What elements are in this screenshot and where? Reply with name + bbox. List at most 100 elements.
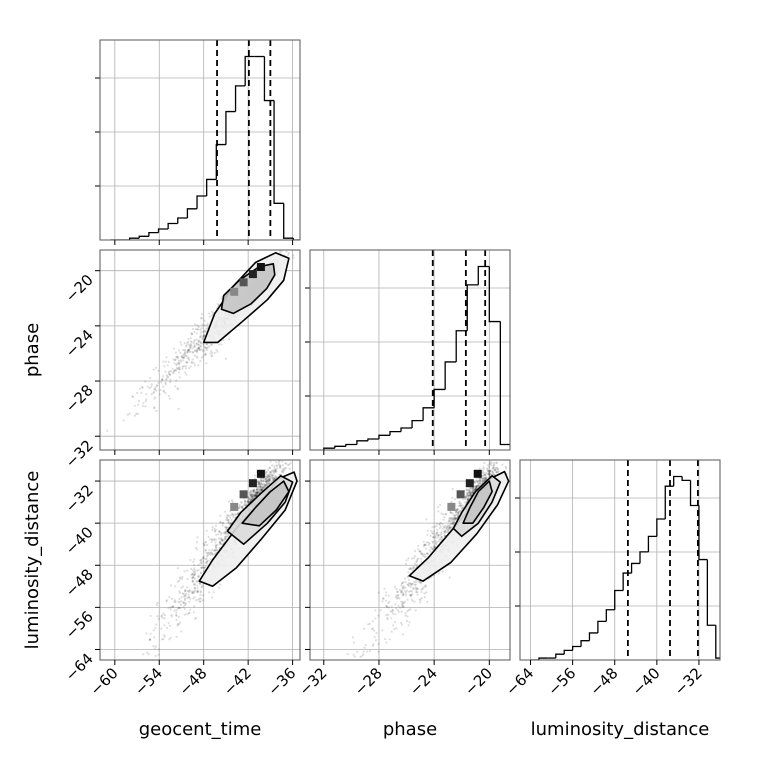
- scatter-luminosity-distance-vs-geocent-time-point: [175, 635, 178, 639]
- scatter-luminosity-distance-vs-phase-point: [395, 594, 398, 597]
- scatter-luminosity-distance-vs-geocent-time-point: [219, 541, 222, 544]
- scatter-luminosity-distance-vs-phase-point: [428, 542, 431, 545]
- scatter-luminosity-distance-vs-phase-point: [384, 599, 388, 602]
- scatter-luminosity-distance-vs-geocent-time-point: [253, 493, 256, 496]
- scatter-luminosity-distance-vs-geocent-time-point: [281, 470, 285, 473]
- scatter-phase-vs-geocent-time-point: [192, 345, 196, 348]
- scatter-luminosity-distance-vs-phase-point: [371, 644, 375, 648]
- scatter-phase-vs-geocent-time-point: [187, 337, 190, 341]
- scatter-luminosity-distance-vs-phase-point: [446, 525, 449, 528]
- scatter-luminosity-distance-vs-phase-point: [474, 485, 478, 489]
- scatter-phase-vs-geocent-time-point: [204, 353, 207, 356]
- scatter-luminosity-distance-vs-geocent-time-point: [193, 586, 196, 590]
- scatter-luminosity-distance-vs-phase-point: [449, 517, 453, 520]
- scatter-luminosity-distance-vs-phase-point: [443, 526, 446, 529]
- scatter-luminosity-distance-vs-phase-point: [435, 531, 438, 535]
- hist-geocent-time-bin: [244, 55, 255, 86]
- scatter-luminosity-distance-vs-phase-point: [405, 593, 408, 597]
- hist-luminosity-distance-bin: [580, 640, 590, 647]
- scatter-luminosity-distance-vs-phase-point: [352, 653, 355, 656]
- hist-phase-bin: [444, 361, 457, 390]
- scatter-luminosity-distance-vs-geocent-time-point: [254, 492, 257, 495]
- scatter-luminosity-distance-vs-phase-point: [473, 481, 476, 484]
- scatter-luminosity-distance-vs-geocent-time-point: [264, 483, 267, 486]
- scatter-luminosity-distance-vs-geocent-time-point: [254, 494, 257, 497]
- scatter-phase-vs-geocent-time-point: [182, 359, 185, 362]
- scatter-luminosity-distance-vs-geocent-time-point: [252, 495, 255, 498]
- hist-geocent-time-bin: [157, 228, 169, 233]
- scatter-luminosity-distance-vs-geocent-time-point: [249, 493, 252, 496]
- scatter-luminosity-distance-vs-phase-point: [423, 596, 426, 599]
- scatter-phase-vs-geocent-time-point: [141, 386, 144, 389]
- scatter-phase-vs-geocent-time-point: [190, 361, 193, 364]
- scatter-luminosity-distance-vs-phase-point: [397, 594, 400, 597]
- scatter-phase-vs-geocent-time-point: [160, 378, 164, 381]
- scatter-phase-vs-geocent-time-point: [173, 362, 176, 365]
- scatter-luminosity-distance-vs-geocent-time-point: [268, 473, 271, 477]
- scatter-luminosity-distance-vs-phase-point: [385, 605, 388, 608]
- scatter-luminosity-distance-vs-phase-point: [434, 534, 437, 537]
- scatter-luminosity-distance-vs-geocent-time-point: [191, 580, 194, 583]
- scatter-luminosity-distance-vs-phase-point: [404, 580, 407, 584]
- scatter-phase-vs-geocent-time-point: [187, 343, 191, 346]
- scatter-luminosity-distance-vs-phase-point: [436, 540, 439, 543]
- scatter-phase-vs-geocent-time-point: [205, 362, 208, 365]
- scatter-luminosity-distance-vs-geocent-time-point: [190, 567, 193, 571]
- scatter-luminosity-distance-vs-geocent-time-point: [251, 496, 254, 499]
- scatter-phase-vs-geocent-time-point: [204, 329, 207, 332]
- scatter-phase-vs-geocent-time-point: [159, 388, 162, 392]
- scatter-luminosity-distance-vs-phase-point: [419, 550, 422, 553]
- scatter-phase-vs-geocent-time-point: [218, 343, 221, 346]
- hist-luminosity-distance-bin: [715, 625, 720, 659]
- scatter-luminosity-distance-vs-phase-point: [492, 464, 495, 467]
- scatter-luminosity-distance-vs-geocent-time-point: [248, 497, 251, 500]
- scatter-phase-vs-geocent-time-point: [136, 391, 139, 395]
- scatter-luminosity-distance-vs-phase-point: [444, 529, 447, 532]
- scatter-luminosity-distance-vs-phase-point: [432, 536, 435, 539]
- scatter-luminosity-distance-vs-phase-point: [451, 518, 454, 521]
- scatter-luminosity-distance-vs-phase-point: [467, 488, 470, 491]
- scatter-phase-vs-geocent-time-point: [188, 367, 191, 370]
- scatter-luminosity-distance-vs-geocent-time-point: [193, 605, 196, 608]
- scatter-luminosity-distance-vs-phase-point: [481, 479, 484, 482]
- scatter-luminosity-distance-vs-phase-point: [422, 586, 425, 589]
- scatter-luminosity-distance-vs-phase-point: [477, 484, 480, 488]
- scatter-phase-vs-geocent-time-point: [178, 376, 181, 379]
- scatter-luminosity-distance-vs-phase-point: [488, 471, 491, 474]
- scatter-phase-vs-geocent-time-point: [184, 371, 187, 374]
- scatter-luminosity-distance-vs-geocent-time-point: [214, 549, 217, 552]
- scatter-phase-vs-geocent-time-point: [216, 350, 219, 353]
- scatter-luminosity-distance-vs-geocent-time-point: [215, 533, 218, 536]
- scatter-luminosity-distance-vs-geocent-time-point: [183, 613, 187, 616]
- scatter-luminosity-distance-vs-phase-point: [406, 583, 409, 586]
- scatter-luminosity-distance-vs-geocent-time-point: [147, 653, 150, 656]
- scatter-luminosity-distance-vs-phase-point: [394, 613, 397, 616]
- scatter-luminosity-distance-vs-geocent-time-point: [250, 497, 253, 500]
- scatter-luminosity-distance-vs-geocent-time-point: [259, 485, 262, 489]
- scatter-luminosity-distance-vs-phase-point: [390, 617, 393, 620]
- scatter-luminosity-distance-vs-geocent-time-density-cell: [230, 502, 239, 511]
- scatter-luminosity-distance-vs-geocent-time-point: [273, 476, 276, 479]
- scatter-phase-vs-geocent-time-point: [165, 378, 168, 381]
- scatter-luminosity-distance-vs-geocent-time-point: [227, 521, 230, 525]
- scatter-phase-vs-geocent-time-point: [183, 352, 187, 355]
- scatter-luminosity-distance-vs-phase-point: [488, 469, 491, 472]
- hist-phase-bin: [455, 330, 468, 362]
- scatter-luminosity-distance-vs-geocent-time-point: [262, 487, 265, 490]
- scatter-luminosity-distance-vs-geocent-time-point: [272, 476, 275, 479]
- scatter-luminosity-distance-vs-geocent-time-point: [175, 611, 178, 614]
- scatter-luminosity-distance-vs-geocent-time-point: [244, 499, 247, 502]
- scatter-luminosity-distance-vs-phase-point: [475, 486, 478, 489]
- scatter-phase-vs-geocent-time-point: [185, 345, 188, 348]
- scatter-phase-vs-geocent-time-point: [287, 252, 290, 255]
- scatter-luminosity-distance-vs-geocent-time-point: [280, 470, 283, 473]
- scatter-luminosity-distance-vs-phase-point: [467, 497, 470, 500]
- scatter-phase-vs-geocent-time-point: [202, 330, 206, 333]
- scatter-luminosity-distance-vs-phase-point: [501, 463, 504, 466]
- scatter-luminosity-distance-vs-phase-point: [436, 505, 440, 509]
- scatter-phase-vs-geocent-time-density-cell: [248, 270, 257, 279]
- scatter-luminosity-distance-vs-geocent-time-point: [196, 591, 199, 594]
- scatter-luminosity-distance-vs-geocent-time-point: [220, 531, 223, 535]
- scatter-phase-vs-geocent-time-point: [201, 323, 204, 326]
- scatter-luminosity-distance-vs-phase-point: [410, 582, 413, 586]
